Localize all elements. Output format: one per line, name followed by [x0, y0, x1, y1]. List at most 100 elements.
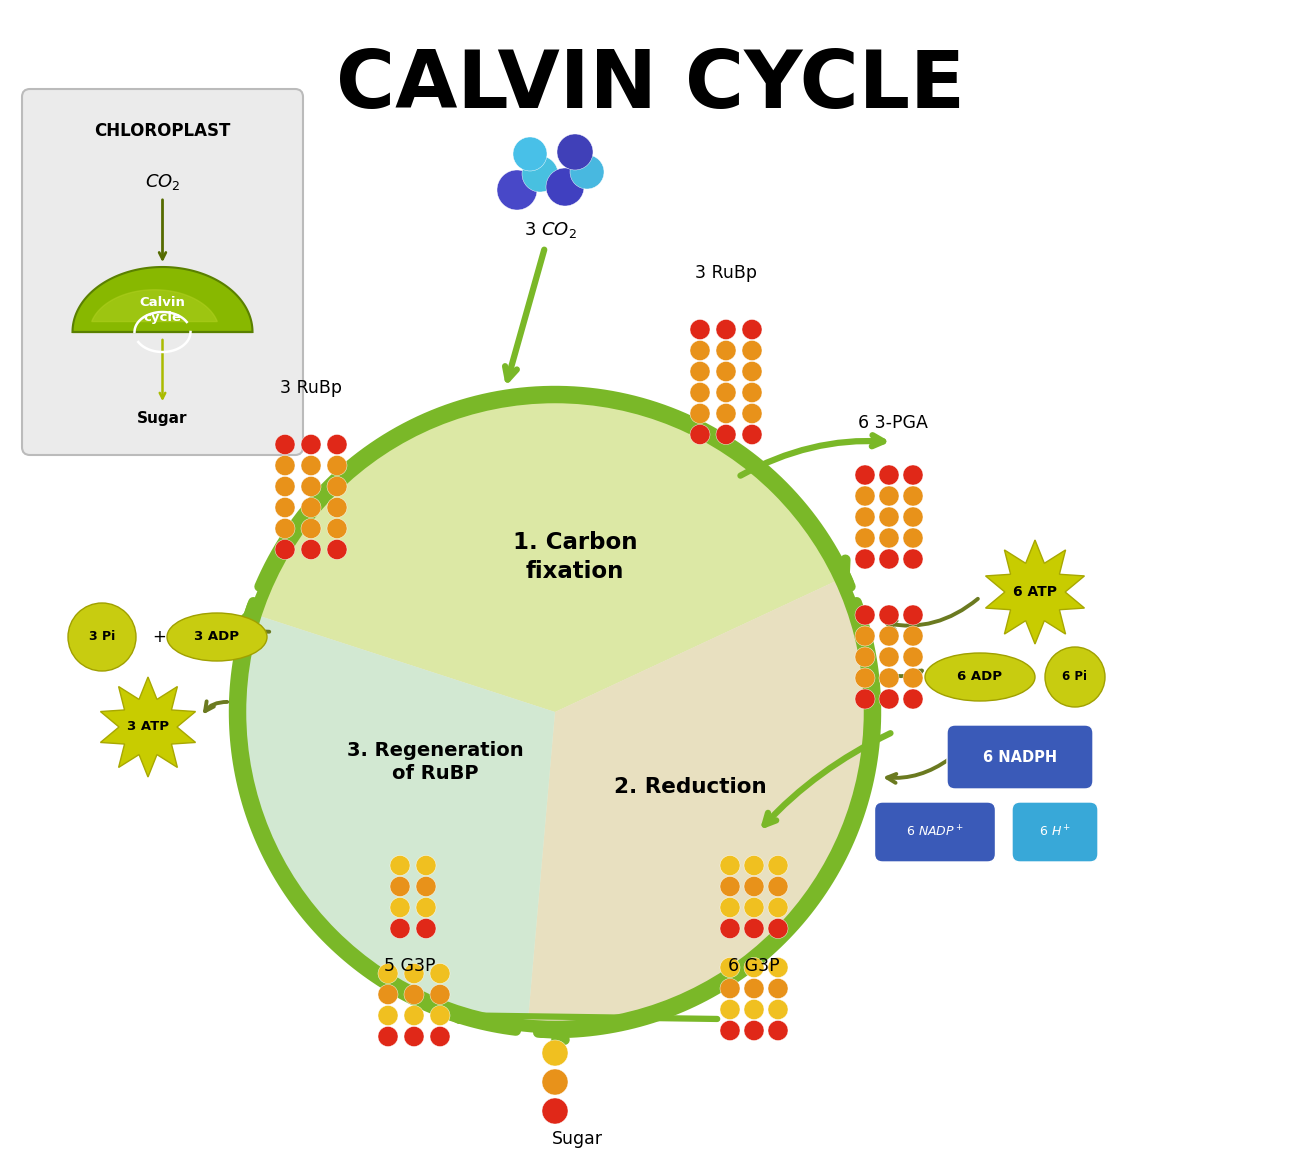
Circle shape: [768, 897, 788, 917]
Circle shape: [903, 647, 923, 668]
Circle shape: [720, 897, 740, 917]
Circle shape: [302, 434, 321, 454]
Text: 6 ATP: 6 ATP: [1013, 585, 1057, 599]
Circle shape: [879, 605, 900, 626]
Circle shape: [768, 855, 788, 875]
Circle shape: [744, 957, 764, 978]
Text: 6 ADP: 6 ADP: [958, 671, 1002, 684]
Circle shape: [716, 362, 736, 382]
Circle shape: [720, 1020, 740, 1041]
Circle shape: [430, 1006, 450, 1026]
Circle shape: [744, 876, 764, 896]
Circle shape: [569, 155, 604, 189]
Circle shape: [404, 1027, 424, 1047]
Polygon shape: [100, 677, 195, 777]
Circle shape: [716, 404, 736, 424]
Text: $CO_2$: $CO_2$: [144, 172, 181, 193]
Circle shape: [328, 539, 347, 559]
Circle shape: [390, 876, 410, 896]
Circle shape: [768, 918, 788, 938]
Circle shape: [378, 964, 398, 984]
Circle shape: [744, 999, 764, 1020]
Circle shape: [1045, 647, 1105, 707]
Circle shape: [556, 134, 593, 170]
Circle shape: [744, 978, 764, 999]
Circle shape: [68, 603, 136, 671]
Circle shape: [720, 855, 740, 875]
Circle shape: [855, 668, 875, 689]
Circle shape: [690, 383, 710, 403]
Circle shape: [690, 404, 710, 424]
FancyBboxPatch shape: [946, 725, 1093, 789]
Circle shape: [328, 476, 347, 496]
Circle shape: [240, 397, 870, 1027]
Circle shape: [855, 506, 875, 527]
Circle shape: [690, 320, 710, 340]
Ellipse shape: [926, 654, 1035, 701]
Circle shape: [720, 876, 740, 896]
Circle shape: [903, 485, 923, 506]
Circle shape: [430, 985, 450, 1005]
Circle shape: [720, 918, 740, 938]
Circle shape: [390, 918, 410, 938]
Circle shape: [768, 876, 788, 896]
Circle shape: [855, 605, 875, 626]
Circle shape: [744, 918, 764, 938]
Text: 3 ADP: 3 ADP: [195, 630, 239, 643]
Text: 3 RuBp: 3 RuBp: [696, 264, 757, 282]
Circle shape: [276, 539, 295, 559]
Circle shape: [690, 425, 710, 445]
Circle shape: [328, 455, 347, 475]
Circle shape: [720, 978, 740, 999]
Circle shape: [523, 156, 558, 193]
Circle shape: [744, 897, 764, 917]
Circle shape: [768, 999, 788, 1020]
Circle shape: [855, 464, 875, 485]
Circle shape: [416, 855, 436, 875]
Circle shape: [879, 668, 900, 689]
Circle shape: [742, 383, 762, 403]
Polygon shape: [528, 579, 870, 1027]
Circle shape: [903, 605, 923, 626]
Circle shape: [720, 999, 740, 1020]
Circle shape: [879, 647, 900, 668]
Polygon shape: [985, 540, 1084, 644]
Text: Sugar: Sugar: [551, 1130, 602, 1148]
Circle shape: [768, 1020, 788, 1041]
Text: 6 G3P: 6 G3P: [728, 957, 780, 974]
Circle shape: [855, 626, 875, 647]
Text: 5 G3P: 5 G3P: [385, 957, 436, 974]
Circle shape: [879, 548, 900, 569]
Circle shape: [378, 985, 398, 1005]
Circle shape: [378, 1027, 398, 1047]
Circle shape: [302, 497, 321, 517]
Circle shape: [302, 539, 321, 559]
Text: 2. Reduction: 2. Reduction: [614, 777, 766, 797]
Circle shape: [390, 855, 410, 875]
Circle shape: [276, 434, 295, 454]
Circle shape: [855, 689, 875, 710]
Circle shape: [768, 957, 788, 978]
Circle shape: [328, 497, 347, 517]
Circle shape: [879, 506, 900, 527]
Circle shape: [416, 876, 436, 896]
Circle shape: [903, 668, 923, 689]
Circle shape: [742, 425, 762, 445]
Circle shape: [742, 341, 762, 361]
Circle shape: [716, 383, 736, 403]
Circle shape: [416, 897, 436, 917]
Text: 3 Pi: 3 Pi: [88, 630, 116, 643]
Circle shape: [903, 626, 923, 647]
Circle shape: [716, 320, 736, 340]
Polygon shape: [240, 615, 555, 1026]
Circle shape: [903, 548, 923, 569]
Circle shape: [430, 964, 450, 984]
Circle shape: [328, 518, 347, 538]
Text: Sugar: Sugar: [138, 412, 187, 426]
Circle shape: [716, 341, 736, 361]
Ellipse shape: [166, 613, 266, 661]
Circle shape: [879, 464, 900, 485]
Circle shape: [720, 957, 740, 978]
Circle shape: [855, 548, 875, 569]
Circle shape: [855, 647, 875, 668]
